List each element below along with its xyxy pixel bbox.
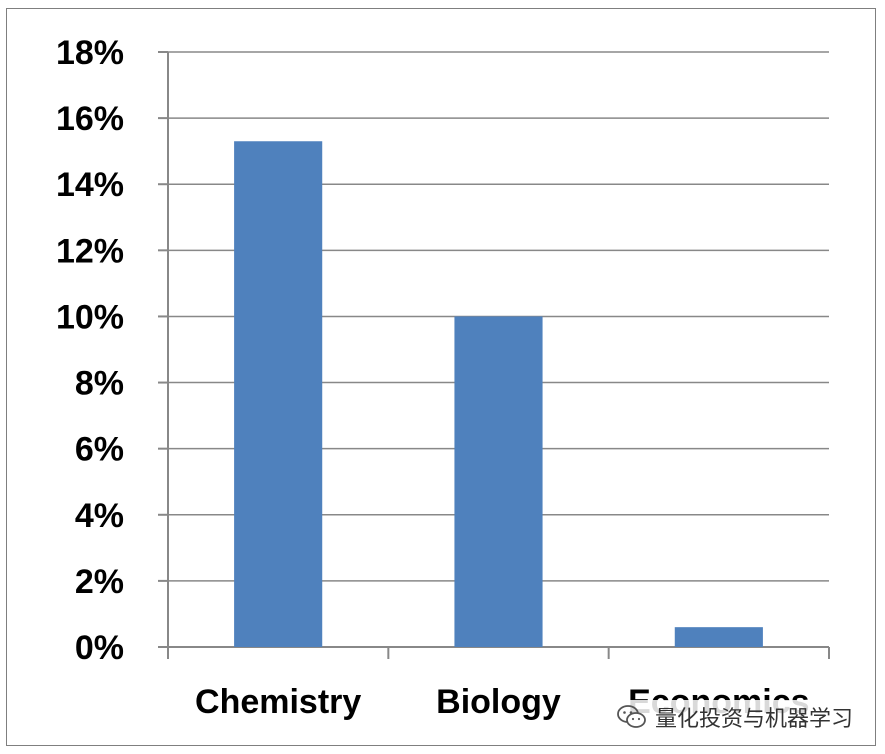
x-category-label-chemistry: Chemistry — [195, 683, 361, 721]
y-tick-label-8: 16% — [56, 100, 124, 138]
wechat-icon — [617, 705, 646, 728]
y-tick-label-9: 18% — [56, 34, 124, 72]
bar-chemistry — [234, 141, 323, 647]
y-tick-label-1: 2% — [75, 563, 124, 601]
y-tick-label-5: 10% — [56, 298, 124, 336]
y-tick-label-0: 0% — [75, 629, 124, 667]
chart-frame — [6, 8, 876, 746]
bar-biology — [454, 316, 543, 647]
watermark-text: 量化投资与机器学习 — [654, 707, 853, 732]
watermark: 量化投资与机器学习 — [612, 700, 857, 734]
y-tick-label-4: 8% — [75, 365, 124, 403]
y-tick-label-3: 6% — [75, 431, 124, 469]
x-category-label-biology: Biology — [436, 683, 561, 721]
y-tick-label-7: 14% — [56, 166, 124, 204]
y-tick-label-6: 12% — [56, 232, 124, 270]
y-tick-label-2: 4% — [75, 497, 124, 535]
bar-economics — [674, 627, 763, 647]
